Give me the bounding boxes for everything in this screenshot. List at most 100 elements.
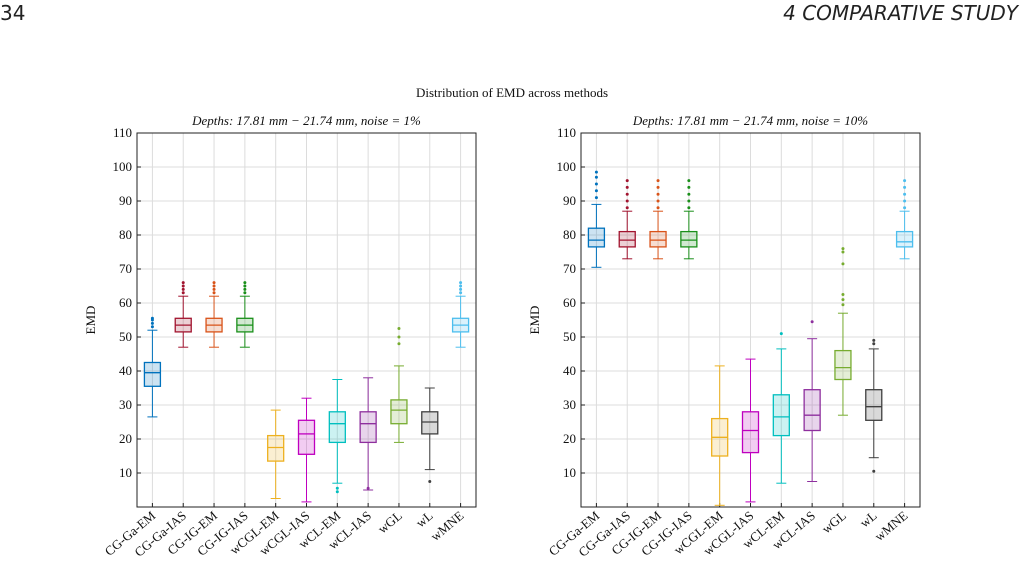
y-tick-label: 110 — [113, 125, 132, 140]
outlier — [594, 175, 598, 179]
outlier — [841, 293, 845, 296]
box — [865, 389, 883, 421]
outlier — [594, 182, 598, 186]
box — [895, 230, 914, 248]
box — [587, 227, 606, 248]
y-axis-label: EMD — [83, 306, 98, 335]
y-tick-label: 10 — [563, 465, 576, 480]
y-tick-label: 60 — [563, 295, 576, 310]
box — [143, 361, 162, 387]
outlier — [625, 206, 629, 210]
outlier — [243, 281, 247, 285]
y-tick-label: 40 — [119, 363, 132, 378]
box — [803, 389, 821, 432]
outlier — [459, 287, 463, 291]
box — [359, 411, 377, 444]
outlier — [656, 185, 660, 189]
y-tick-label: 40 — [563, 363, 576, 378]
y-tick-label: 10 — [119, 465, 132, 480]
outlier — [656, 206, 660, 210]
y-tick-label: 60 — [119, 295, 132, 310]
outlier — [181, 287, 185, 291]
y-tick-label: 70 — [563, 261, 576, 276]
y-tick-label: 20 — [563, 431, 576, 446]
y-tick-label: 90 — [563, 193, 576, 208]
outlier — [243, 287, 247, 291]
outlier — [150, 325, 154, 329]
outlier — [366, 486, 370, 490]
outlier — [687, 179, 691, 183]
outlier — [656, 179, 660, 183]
outlier — [181, 284, 185, 288]
outlier — [397, 335, 401, 339]
outlier — [872, 338, 876, 342]
outlier — [212, 287, 216, 291]
outlier — [459, 284, 463, 288]
figure-title: Distribution of EMD across methods — [416, 85, 608, 100]
outlier — [903, 199, 907, 203]
box — [834, 349, 852, 381]
outlier — [150, 316, 154, 320]
section-title: 4 COMPARATIVE STUDY — [783, 1, 1020, 25]
outlier — [212, 291, 216, 295]
outlier — [687, 206, 691, 210]
outlier — [872, 342, 876, 346]
outlier — [903, 206, 907, 210]
outlier — [687, 199, 691, 203]
outlier — [625, 192, 629, 196]
outlier — [841, 250, 845, 254]
chart-title: Depths: 17.81 mm − 21.74 mm, noise = 1% — [191, 113, 421, 128]
outlier — [810, 320, 814, 324]
outlier — [335, 490, 339, 494]
outlier — [656, 192, 660, 196]
box — [741, 411, 760, 454]
y-tick-label: 80 — [119, 227, 132, 242]
outlier — [181, 291, 185, 295]
outlier — [903, 185, 907, 189]
outlier — [841, 262, 845, 266]
axes-frame — [136, 132, 477, 508]
outlier — [687, 192, 691, 196]
box — [618, 230, 636, 248]
outlier — [212, 284, 216, 288]
y-tick-label: 100 — [113, 159, 133, 174]
x-tick-label: wMNE — [428, 508, 467, 544]
outlier — [903, 192, 907, 196]
outlier — [841, 247, 845, 251]
box — [772, 394, 790, 437]
box — [390, 399, 408, 425]
x-tick-label: wGL — [819, 508, 849, 537]
outlier — [459, 291, 463, 295]
outlier — [243, 291, 247, 295]
outlier — [397, 327, 401, 330]
outlier — [594, 170, 598, 174]
x-tick-label: wMNE — [872, 508, 911, 544]
outlier — [779, 332, 783, 336]
outlier — [625, 199, 629, 203]
outlier — [687, 185, 691, 189]
outlier — [594, 196, 598, 200]
outlier — [212, 281, 216, 285]
outlier — [841, 298, 845, 302]
outlier — [625, 185, 629, 189]
outlier — [656, 199, 660, 203]
box — [297, 419, 316, 455]
y-tick-label: 30 — [563, 397, 576, 412]
y-axis-label: EMD — [527, 306, 542, 335]
outlier — [459, 281, 463, 285]
page-number: 34 — [0, 1, 25, 25]
axes-frame — [580, 132, 921, 508]
outlier — [243, 284, 247, 288]
outlier — [428, 480, 432, 483]
outlier — [903, 179, 907, 183]
outlier — [841, 303, 845, 307]
x-tick-label: wGL — [375, 508, 405, 537]
outlier — [181, 281, 185, 285]
y-tick-label: 80 — [563, 227, 576, 242]
outlier — [150, 321, 154, 325]
y-tick-label: 90 — [119, 193, 132, 208]
outlier — [335, 486, 339, 490]
box — [680, 230, 698, 248]
